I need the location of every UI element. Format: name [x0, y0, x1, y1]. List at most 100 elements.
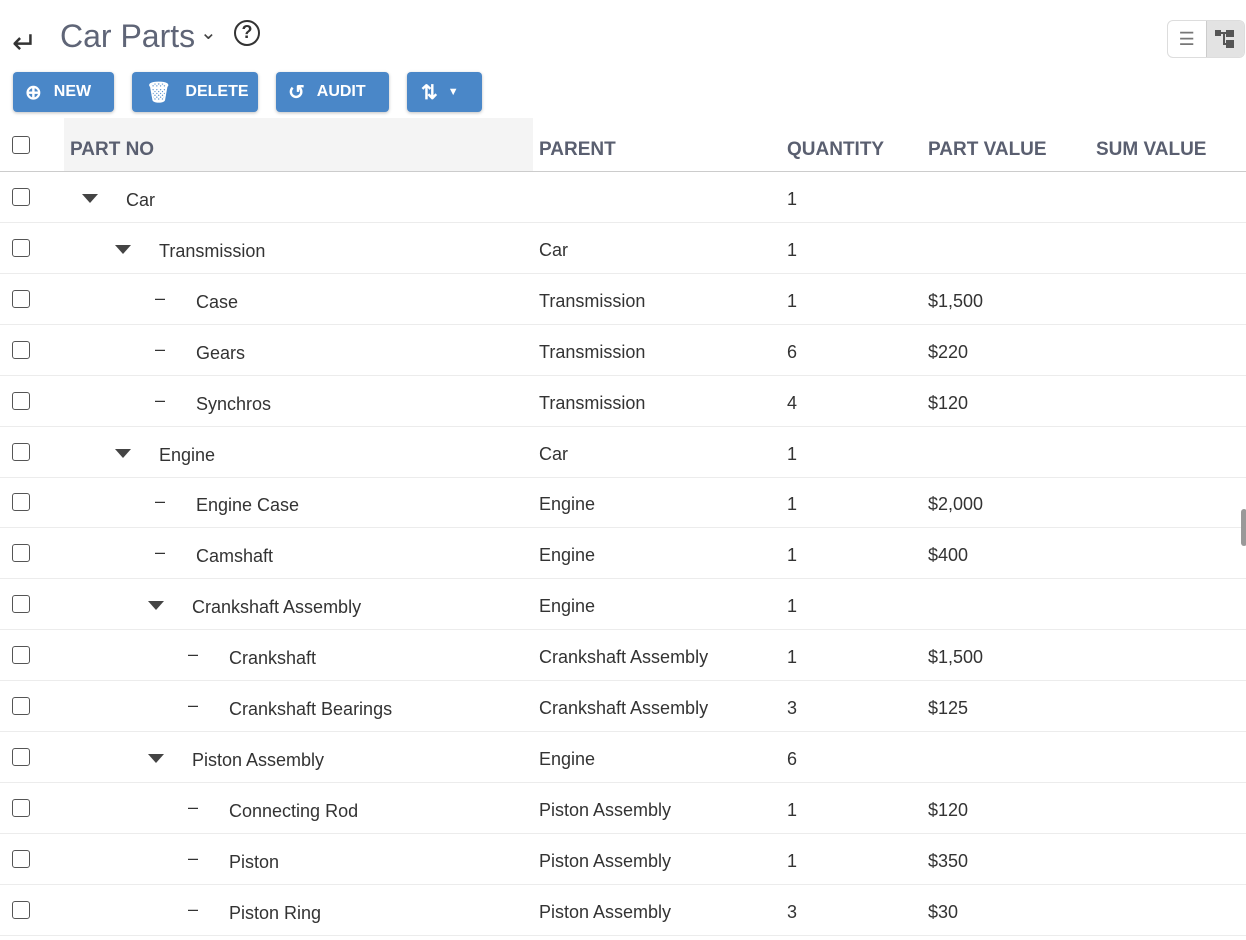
- expand-caret-icon[interactable]: [82, 194, 98, 203]
- column-header-sum-value[interactable]: SUM VALUE: [1096, 139, 1207, 160]
- parent: Piston Assembly: [539, 799, 672, 820]
- quantity: 1: [787, 494, 798, 515]
- expand-caret-icon[interactable]: [115, 244, 131, 254]
- column-header-parent[interactable]: PARENT: [539, 139, 616, 160]
- table-row[interactable]: – Gears Transmission 6 $220: [0, 325, 1246, 376]
- quantity: 6: [787, 341, 798, 362]
- table-row[interactable]: – Synchros Transmission 4 $120: [0, 376, 1246, 427]
- part-value: $1,500: [928, 290, 984, 311]
- table-row[interactable]: – Crankshaft Bearings Crankshaft Assembly 3…: [0, 681, 1246, 732]
- parent: Transmission: [539, 392, 646, 413]
- leaf-dash-icon: –: [188, 796, 199, 817]
- quantity: 1: [787, 850, 798, 871]
- part-value: $220: [928, 341, 969, 362]
- table-row[interactable]: – Piston Piston Assembly 1 $350: [0, 834, 1246, 885]
- view-toggle: ☰: [1167, 20, 1245, 58]
- part-value: $120: [928, 392, 969, 413]
- table-row[interactable]: Piston Assembly Engine 6: [0, 732, 1246, 783]
- row-checkbox[interactable]: [12, 900, 30, 919]
- sort-dropdown-button[interactable]: ⇅ ▼: [407, 72, 482, 112]
- quantity: 1: [787, 189, 798, 209]
- parent: Engine: [539, 748, 596, 769]
- quantity: 3: [787, 901, 798, 922]
- part-no: Piston Ring: [229, 902, 322, 923]
- part-no: Transmission: [159, 240, 266, 261]
- column-header-quantity[interactable]: QUANTITY: [787, 139, 885, 160]
- part-no: Engine: [159, 444, 216, 465]
- table-row[interactable]: – Crankshaft Crankshaft Assembly 1 $1,500: [0, 630, 1246, 682]
- part-value: $2,000: [928, 494, 984, 515]
- parent: Engine: [539, 494, 596, 515]
- part-no: Piston Assembly: [192, 749, 325, 770]
- part-no: Crankshaft Bearings: [229, 699, 393, 719]
- row-checkbox[interactable]: [12, 646, 30, 665]
- part-value: $400: [928, 545, 969, 566]
- parent: Engine: [539, 596, 596, 617]
- row-checkbox[interactable]: [12, 340, 30, 359]
- quantity: 3: [787, 698, 798, 718]
- expand-caret-icon[interactable]: [148, 753, 164, 763]
- quantity: 4: [787, 392, 798, 413]
- quantity: 1: [787, 799, 798, 820]
- quantity: 1: [787, 545, 798, 566]
- new-button[interactable]: ⊕ NEW: [13, 72, 114, 112]
- part-no: Case: [196, 291, 239, 312]
- chevron-down-icon[interactable]: ⌄: [200, 22, 217, 44]
- trash-icon: 🗑︎: [146, 81, 172, 104]
- row-checkbox[interactable]: [12, 849, 30, 868]
- table-row[interactable]: – Piston Ring Piston Assembly 3 $30: [0, 885, 1246, 936]
- parent: Car: [539, 443, 569, 464]
- row-checkbox[interactable]: [12, 595, 30, 614]
- row-checkbox[interactable]: [12, 289, 30, 308]
- help-circle-icon[interactable]: ?: [234, 20, 260, 46]
- plus-circle-icon: ⊕: [25, 81, 42, 104]
- row-checkbox[interactable]: [12, 238, 30, 257]
- part-value: $30: [928, 901, 959, 922]
- leaf-dash-icon: –: [188, 644, 199, 665]
- leaf-dash-icon: –: [155, 542, 166, 563]
- list-view-button[interactable]: ☰: [1168, 21, 1206, 57]
- column-header-part-no[interactable]: PART NO: [70, 139, 155, 160]
- row-checkbox[interactable]: [12, 697, 30, 715]
- expand-caret-icon[interactable]: [115, 448, 131, 458]
- row-checkbox[interactable]: [12, 391, 30, 410]
- part-no: Piston: [229, 851, 280, 872]
- part-no: Car: [126, 190, 156, 210]
- audit-button[interactable]: ↺ AUDIT: [276, 72, 389, 112]
- table-row[interactable]: – Camshaft Engine 1 $400: [0, 528, 1246, 580]
- parent: Engine: [539, 545, 596, 566]
- table-row[interactable]: Car 1: [0, 172, 1246, 223]
- page-title[interactable]: Car Parts: [60, 18, 196, 54]
- leaf-dash-icon: –: [188, 847, 199, 868]
- table-row[interactable]: – Connecting Rod Piston Assembly 1 $120: [0, 783, 1246, 834]
- return-arrow-icon[interactable]: ↵: [12, 27, 38, 60]
- tree-view-button[interactable]: [1205, 21, 1244, 57]
- table-row[interactable]: Crankshaft Assembly Engine 1: [0, 579, 1246, 631]
- part-value: $125: [928, 698, 969, 718]
- row-checkbox[interactable]: [12, 747, 30, 766]
- row-checkbox[interactable]: [12, 188, 30, 206]
- scrollbar[interactable]: [1241, 509, 1246, 546]
- delete-button[interactable]: 🗑︎ DELETE: [132, 72, 258, 112]
- column-header-part-value[interactable]: PART VALUE: [928, 139, 1047, 160]
- row-checkbox[interactable]: [12, 798, 30, 817]
- table-row[interactable]: Transmission Car 1: [0, 223, 1246, 274]
- leaf-dash-icon: –: [155, 287, 166, 308]
- parent: Transmission: [539, 290, 646, 311]
- quantity: 1: [787, 290, 798, 311]
- tree-icon: [1215, 30, 1235, 48]
- part-no: Engine Case: [196, 495, 300, 516]
- part-value: $350: [928, 850, 969, 871]
- parent: Crankshaft Assembly: [539, 698, 709, 718]
- part-no: Gears: [196, 342, 246, 363]
- quantity: 6: [787, 748, 798, 769]
- row-checkbox[interactable]: [12, 544, 30, 563]
- row-checkbox[interactable]: [12, 442, 30, 461]
- table-row[interactable]: Engine Car 1: [0, 427, 1246, 478]
- table-row[interactable]: – Engine Case Engine 1 $2,000: [0, 477, 1246, 529]
- list-icon: ☰: [1178, 28, 1195, 49]
- table-row[interactable]: – Case Transmission 1 $1,500: [0, 274, 1246, 325]
- row-checkbox[interactable]: [12, 493, 30, 512]
- select-all-checkbox[interactable]: [12, 136, 30, 154]
- expand-caret-icon[interactable]: [148, 601, 164, 611]
